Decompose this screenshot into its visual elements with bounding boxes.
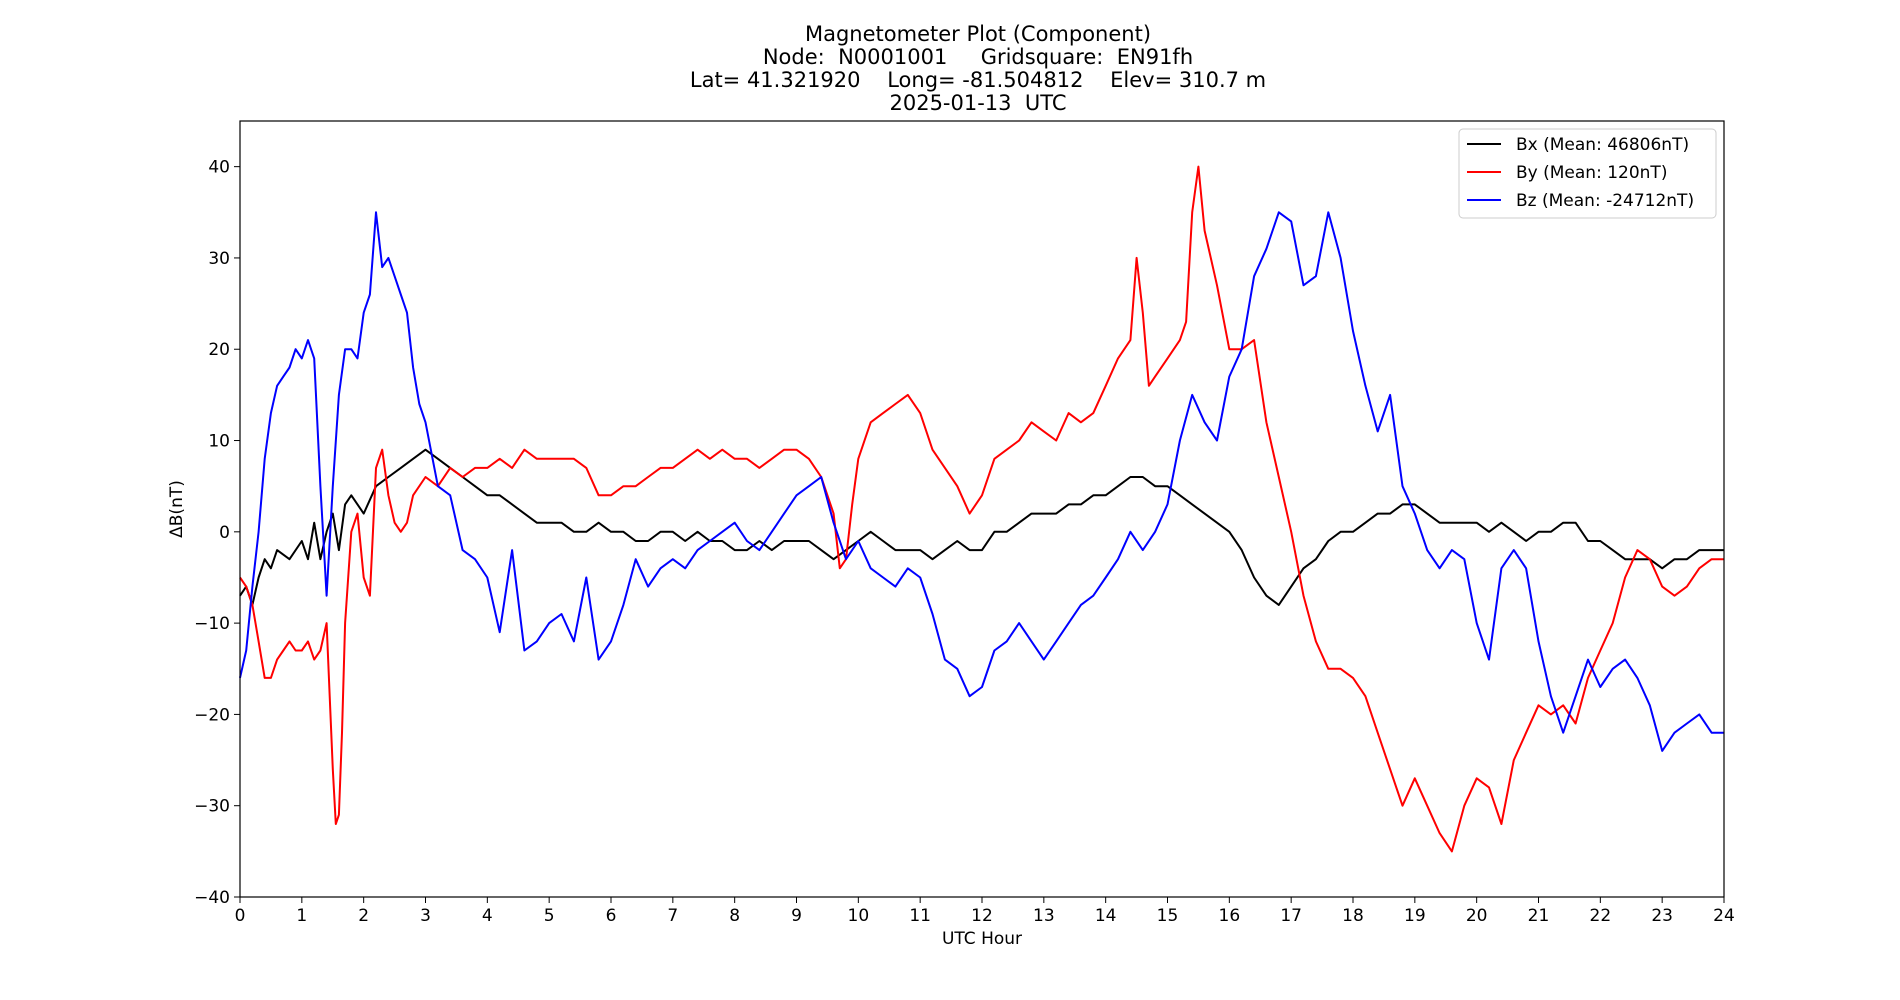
x-axis-label: UTC Hour [942, 929, 1022, 949]
x-tick-label: 15 [1157, 906, 1179, 926]
title-line-1: Magnetometer Plot (Component) [805, 22, 1151, 46]
x-tick-label: 16 [1219, 906, 1241, 926]
x-tick-label: 13 [1033, 906, 1055, 926]
series-line-bz [239, 211, 1724, 752]
y-tick-label: 10 [208, 432, 230, 452]
legend-label-by: By (Mean: 120nT) [1516, 163, 1667, 183]
x-tick-label: 4 [482, 906, 493, 926]
y-tick-label: 40 [208, 158, 230, 178]
x-tick-label: 6 [606, 906, 617, 926]
y-tick-label: −20 [194, 705, 230, 725]
x-tick-label: 22 [1590, 906, 1612, 926]
x-tick-label: 10 [848, 906, 870, 926]
x-tick-label: 19 [1404, 906, 1426, 926]
legend-box [1458, 128, 1717, 219]
title-line-2: Node: N0001001 Gridsquare: EN91fh [763, 45, 1193, 69]
x-tick-label: 17 [1280, 906, 1302, 926]
y-tick-label: 30 [208, 249, 230, 269]
series-layer [239, 165, 1724, 853]
y-tick-label: −40 [194, 888, 230, 908]
y-tick-label: 20 [208, 340, 230, 360]
title-line-3: Lat= 41.321920 Long= -81.504812 Elev= 31… [690, 68, 1266, 92]
x-tick-label: 11 [909, 906, 931, 926]
x-tick-label: 24 [1713, 906, 1735, 926]
y-axis-ticks: −40 −30 −20 −10 0 10 20 30 40 [194, 158, 240, 908]
y-axis-label: ΔB(nT) [167, 480, 187, 538]
chart-title: Magnetometer Plot (Component) Node: N000… [690, 22, 1266, 115]
legend-label-bz: Bz (Mean: -24712nT) [1516, 191, 1694, 211]
x-tick-label: 18 [1342, 906, 1364, 926]
title-line-4: 2025-01-13 UTC [889, 91, 1066, 115]
x-tick-label: 23 [1651, 906, 1673, 926]
x-tick-label: 1 [296, 906, 307, 926]
series-line-by [239, 165, 1724, 853]
x-tick-label: 14 [1095, 906, 1117, 926]
legend-label-bx: Bx (Mean: 46806nT) [1516, 135, 1689, 155]
y-tick-label: 0 [219, 523, 230, 543]
x-tick-label: 8 [729, 906, 740, 926]
x-tick-label: 21 [1528, 906, 1550, 926]
series-line-bx [239, 448, 1724, 606]
x-tick-label: 0 [235, 906, 246, 926]
x-tick-label: 9 [791, 906, 802, 926]
x-tick-label: 5 [544, 906, 555, 926]
x-axis-ticks: 0 1 2 3 4 5 6 7 8 9 10 11 12 13 14 15 16 17 18 19 20 21 22 23 24 [235, 897, 1735, 926]
x-tick-label: 2 [358, 906, 369, 926]
x-tick-label: 3 [420, 906, 431, 926]
legend: Bx (Mean: 46806nT) By (Mean: 120nT) Bz (… [1458, 128, 1717, 219]
x-tick-label: 20 [1466, 906, 1488, 926]
y-tick-label: −30 [194, 797, 230, 817]
x-tick-label: 7 [667, 906, 678, 926]
y-tick-label: −10 [194, 614, 230, 634]
x-tick-label: 12 [971, 906, 993, 926]
